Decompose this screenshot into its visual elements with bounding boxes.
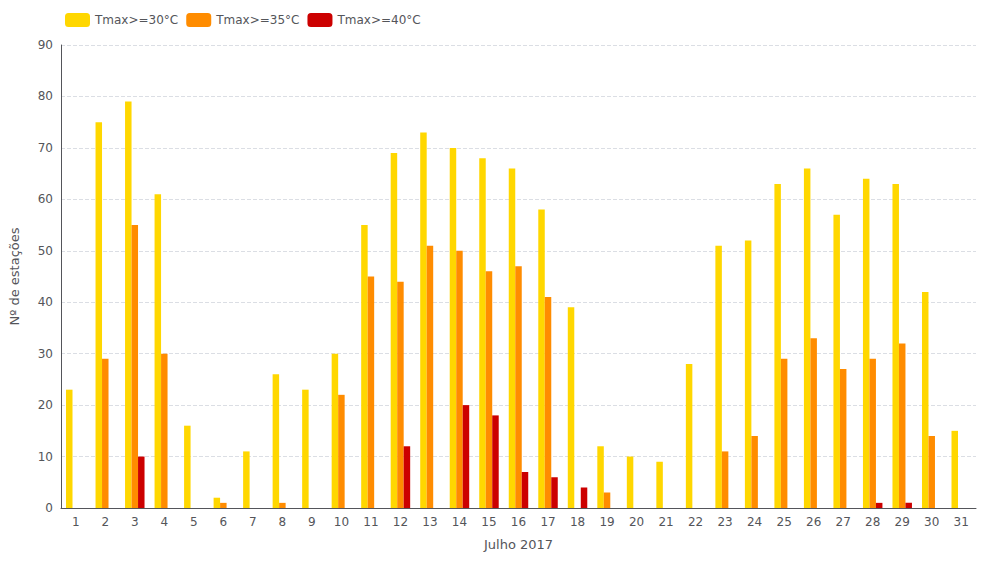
- svg-text:22: 22: [688, 515, 703, 529]
- svg-text:30: 30: [924, 515, 939, 529]
- svg-text:10: 10: [334, 515, 349, 529]
- svg-text:21: 21: [658, 515, 673, 529]
- svg-text:7: 7: [249, 515, 257, 529]
- svg-text:9: 9: [308, 515, 316, 529]
- svg-text:Julho 2017: Julho 2017: [483, 537, 553, 552]
- svg-text:5: 5: [190, 515, 198, 529]
- svg-text:16: 16: [511, 515, 526, 529]
- svg-text:12: 12: [393, 515, 408, 529]
- svg-text:17: 17: [540, 515, 555, 529]
- svg-text:1: 1: [72, 515, 80, 529]
- svg-text:70: 70: [38, 141, 53, 155]
- svg-text:8: 8: [279, 515, 287, 529]
- svg-text:Tmax>=40°C: Tmax>=40°C: [336, 13, 420, 27]
- svg-text:80: 80: [38, 89, 53, 103]
- svg-text:31: 31: [954, 515, 969, 529]
- svg-text:23: 23: [717, 515, 732, 529]
- svg-text:13: 13: [422, 515, 437, 529]
- svg-text:3: 3: [131, 515, 139, 529]
- svg-text:27: 27: [836, 515, 851, 529]
- svg-text:15: 15: [481, 515, 496, 529]
- svg-text:Nº de estações: Nº de estações: [7, 227, 22, 325]
- svg-text:30: 30: [38, 347, 53, 361]
- svg-text:2: 2: [101, 515, 109, 529]
- svg-text:28: 28: [865, 515, 880, 529]
- svg-text:0: 0: [45, 501, 53, 515]
- svg-text:50: 50: [38, 244, 53, 258]
- svg-text:90: 90: [38, 38, 53, 52]
- svg-text:26: 26: [806, 515, 821, 529]
- svg-text:Tmax>=30°C: Tmax>=30°C: [94, 13, 178, 27]
- svg-text:4: 4: [160, 515, 168, 529]
- svg-text:14: 14: [452, 515, 467, 529]
- svg-text:18: 18: [570, 515, 585, 529]
- svg-text:60: 60: [38, 192, 53, 206]
- svg-text:20: 20: [629, 515, 644, 529]
- svg-text:6: 6: [220, 515, 228, 529]
- svg-text:20: 20: [38, 398, 53, 412]
- svg-text:40: 40: [38, 295, 53, 309]
- svg-text:11: 11: [363, 515, 378, 529]
- svg-text:29: 29: [895, 515, 910, 529]
- svg-text:10: 10: [38, 450, 53, 464]
- svg-text:24: 24: [747, 515, 762, 529]
- svg-text:19: 19: [599, 515, 614, 529]
- svg-text:25: 25: [777, 515, 792, 529]
- svg-text:Tmax>=35°C: Tmax>=35°C: [215, 13, 299, 27]
